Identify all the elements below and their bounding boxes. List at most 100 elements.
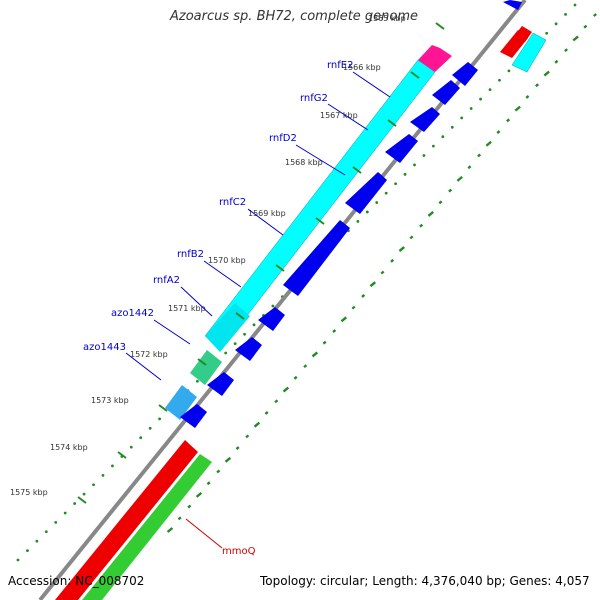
gene-label-rnfA2[interactable]: rnfA2 [153, 275, 180, 286]
ring-dash [340, 316, 348, 323]
tick-mark [352, 166, 362, 174]
leader-line [203, 260, 242, 288]
leader-line [247, 208, 284, 236]
ring-dash [409, 235, 414, 240]
gene-labels: rnfE2 rnfG2 rnfD2 rnfC2 rnfB2 rnfA2 azo1442 azo… [83, 60, 353, 557]
ring-dash [514, 105, 521, 112]
ring-dash [496, 130, 501, 134]
ring-dot [158, 417, 162, 421]
cds-segment[interactable] [432, 80, 460, 105]
ring-dot [195, 379, 199, 383]
accession-text: Accession: NC_008702 [8, 574, 145, 588]
ring-dot [44, 530, 48, 534]
ring-dot [384, 191, 388, 195]
gene-label-rnfG2[interactable]: rnfG2 [300, 93, 328, 104]
ring-dot [35, 539, 39, 543]
ring-dash [216, 469, 221, 474]
gene-mmoQ[interactable] [82, 454, 212, 600]
ring-dot [16, 558, 20, 562]
cds-segment[interactable] [283, 220, 350, 296]
ring-dash [245, 434, 250, 439]
ring-dot [564, 13, 567, 16]
ring-dash [543, 70, 550, 77]
gene-label-rnfD2[interactable]: rnfD2 [269, 133, 297, 144]
cds-segment[interactable] [452, 62, 478, 86]
ring-dot [233, 342, 237, 346]
ring-dot [356, 219, 360, 223]
ring-dash [477, 153, 482, 158]
gene-label-mmoQ[interactable]: mmoQ [222, 546, 256, 557]
tick-mark [435, 22, 445, 30]
ring-dot [573, 3, 577, 7]
cds-segment[interactable] [410, 107, 440, 132]
ring-dash [398, 246, 405, 253]
ring-dash [332, 329, 337, 333]
leader-line [327, 103, 369, 131]
ring-dash [311, 351, 319, 358]
ring-dash [593, 13, 597, 17]
gene-label-azo1442[interactable]: azo1442 [111, 308, 154, 319]
gene-red-large[interactable] [55, 440, 198, 600]
gene-label-rnfE2[interactable]: rnfE2 [327, 60, 353, 71]
tick-label: 1567 kbp [320, 111, 358, 120]
ring-dash [282, 386, 290, 393]
ring-dash [369, 281, 377, 288]
tick-label: 1565 kbp [368, 14, 406, 23]
tick-mark [197, 358, 207, 366]
leader-line [180, 286, 213, 317]
tick-mark [235, 312, 245, 320]
cds-segment[interactable] [258, 307, 285, 331]
ring-dash [583, 24, 588, 29]
ring-dot [111, 464, 114, 468]
ring-dash [303, 364, 308, 369]
gene-red-top-b[interactable] [515, 26, 532, 42]
ring-dot [26, 549, 29, 552]
ring-dash [456, 175, 463, 182]
tick-mark [410, 71, 420, 79]
cds-segment[interactable] [503, 0, 522, 10]
ring-dash [427, 211, 434, 217]
ring-dash [506, 118, 511, 123]
ring-dash [187, 504, 192, 509]
ring-dot [545, 31, 549, 35]
ring-dash [390, 258, 395, 263]
ring-dot [460, 116, 464, 120]
tick-mark [315, 217, 325, 225]
ring-dot [488, 88, 492, 92]
cds-segment[interactable] [180, 404, 207, 428]
tick-label: 1571 kbp [168, 304, 206, 313]
ring-dot [394, 182, 398, 186]
ring-dot [469, 107, 473, 110]
gene-label-rnfC2[interactable]: rnfC2 [219, 197, 246, 208]
ring-dot [92, 483, 95, 487]
gene-azo1443[interactable] [165, 385, 197, 420]
cds-segment[interactable] [207, 372, 234, 396]
tick-mark [77, 496, 87, 504]
ring-dash [535, 83, 540, 88]
ring-dash [206, 481, 211, 486]
ring-dot [82, 492, 86, 496]
tick-mark [158, 404, 168, 412]
gene-cyan-top[interactable] [511, 32, 547, 73]
gene-label-azo1443[interactable]: azo1443 [83, 342, 126, 353]
gene-azo1442[interactable] [190, 350, 222, 385]
ring-dash [177, 516, 182, 521]
gene-label-lines [125, 71, 391, 549]
gene-label-rnfB2[interactable]: rnfB2 [177, 249, 204, 260]
ring-dot [252, 323, 256, 327]
tick-label: 1574 kbp [50, 443, 88, 452]
tick-label: 1575 kbp [10, 488, 48, 497]
cds-segment[interactable] [235, 337, 262, 361]
ring-dot [271, 304, 275, 308]
ring-dot [365, 210, 369, 214]
ring-dot [101, 473, 105, 477]
tick-label: 1569 kbp [248, 209, 286, 218]
ring-dash [253, 421, 261, 428]
leader-line [125, 352, 162, 381]
cds-segment[interactable] [385, 134, 418, 163]
gc-content-ring [166, 13, 597, 533]
gene-rnfE2[interactable] [418, 45, 452, 72]
tick-mark [275, 264, 285, 272]
tick-mark [387, 119, 397, 127]
cds-segment[interactable] [345, 172, 387, 214]
